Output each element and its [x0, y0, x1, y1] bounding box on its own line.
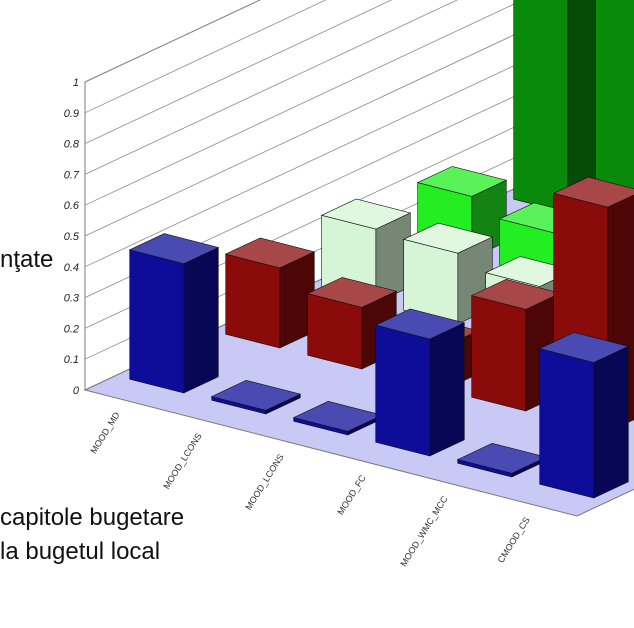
category-label: MOOD_WMC_MCC: [398, 494, 450, 568]
bar-top: [306, 277, 398, 308]
bar: [513, 0, 603, 214]
bar: [292, 400, 384, 436]
z-tick-label: 0.4: [64, 262, 79, 274]
bar-top: [552, 176, 634, 208]
z-tick-label: 0.2: [64, 323, 79, 335]
category-label: MOOD_FC: [335, 473, 368, 517]
grid-line: [84, 0, 524, 206]
z-tick-label: 0.8: [64, 139, 80, 151]
bar-top: [210, 379, 302, 411]
z-tick-label: 0.3: [64, 293, 80, 305]
bar-top: [416, 166, 508, 197]
z-tick-label: 1: [73, 77, 79, 89]
bar-front: [225, 253, 281, 349]
bar: [538, 332, 630, 499]
overlay-text-line-3: la bugetul local: [0, 538, 161, 565]
bar-front: [513, 0, 569, 214]
z-tick-label: 0.6: [64, 200, 80, 212]
bar-top: [538, 332, 630, 363]
bar: [224, 237, 316, 349]
overlay-text-fragment: nţate: [0, 246, 54, 273]
grid-line: [84, 0, 327, 114]
bar-top: [224, 237, 316, 269]
bar-top: [374, 308, 466, 340]
category-label: MOOD_LCONS: [243, 452, 285, 512]
bar: [128, 233, 220, 394]
category-label: CMOOD_CS: [496, 515, 532, 564]
bar-top: [320, 198, 412, 230]
grid-line: [84, 0, 393, 144]
z-tick-label: 0.7: [64, 169, 80, 181]
chart-bars: [128, 0, 634, 499]
z-tick-label: 0: [73, 385, 80, 397]
bar-front: [471, 295, 527, 412]
grid-line: [84, 0, 261, 83]
z-tick-label: 0.9: [64, 108, 79, 120]
category-label: MOOD_LCONS: [161, 431, 203, 491]
z-tick-label: 0.1: [64, 354, 79, 366]
bar-front: [375, 324, 431, 457]
bar-side: [429, 322, 465, 457]
bar: [210, 379, 302, 415]
bar-front: [129, 249, 185, 394]
bar: [470, 278, 562, 412]
bar: [456, 442, 548, 478]
grid-line: [84, 0, 458, 175]
bar: [320, 198, 412, 304]
bar-front: [539, 348, 595, 499]
bar-top: [402, 222, 494, 254]
overlay-text-line-2: capitole bugetare: [0, 504, 185, 531]
z-tick-label: 0.5: [64, 231, 80, 243]
bar: [374, 308, 466, 457]
category-label: MOOD_MD: [88, 410, 122, 456]
bar-side: [593, 345, 629, 499]
bar-side: [183, 247, 219, 394]
bar-top: [128, 233, 220, 265]
